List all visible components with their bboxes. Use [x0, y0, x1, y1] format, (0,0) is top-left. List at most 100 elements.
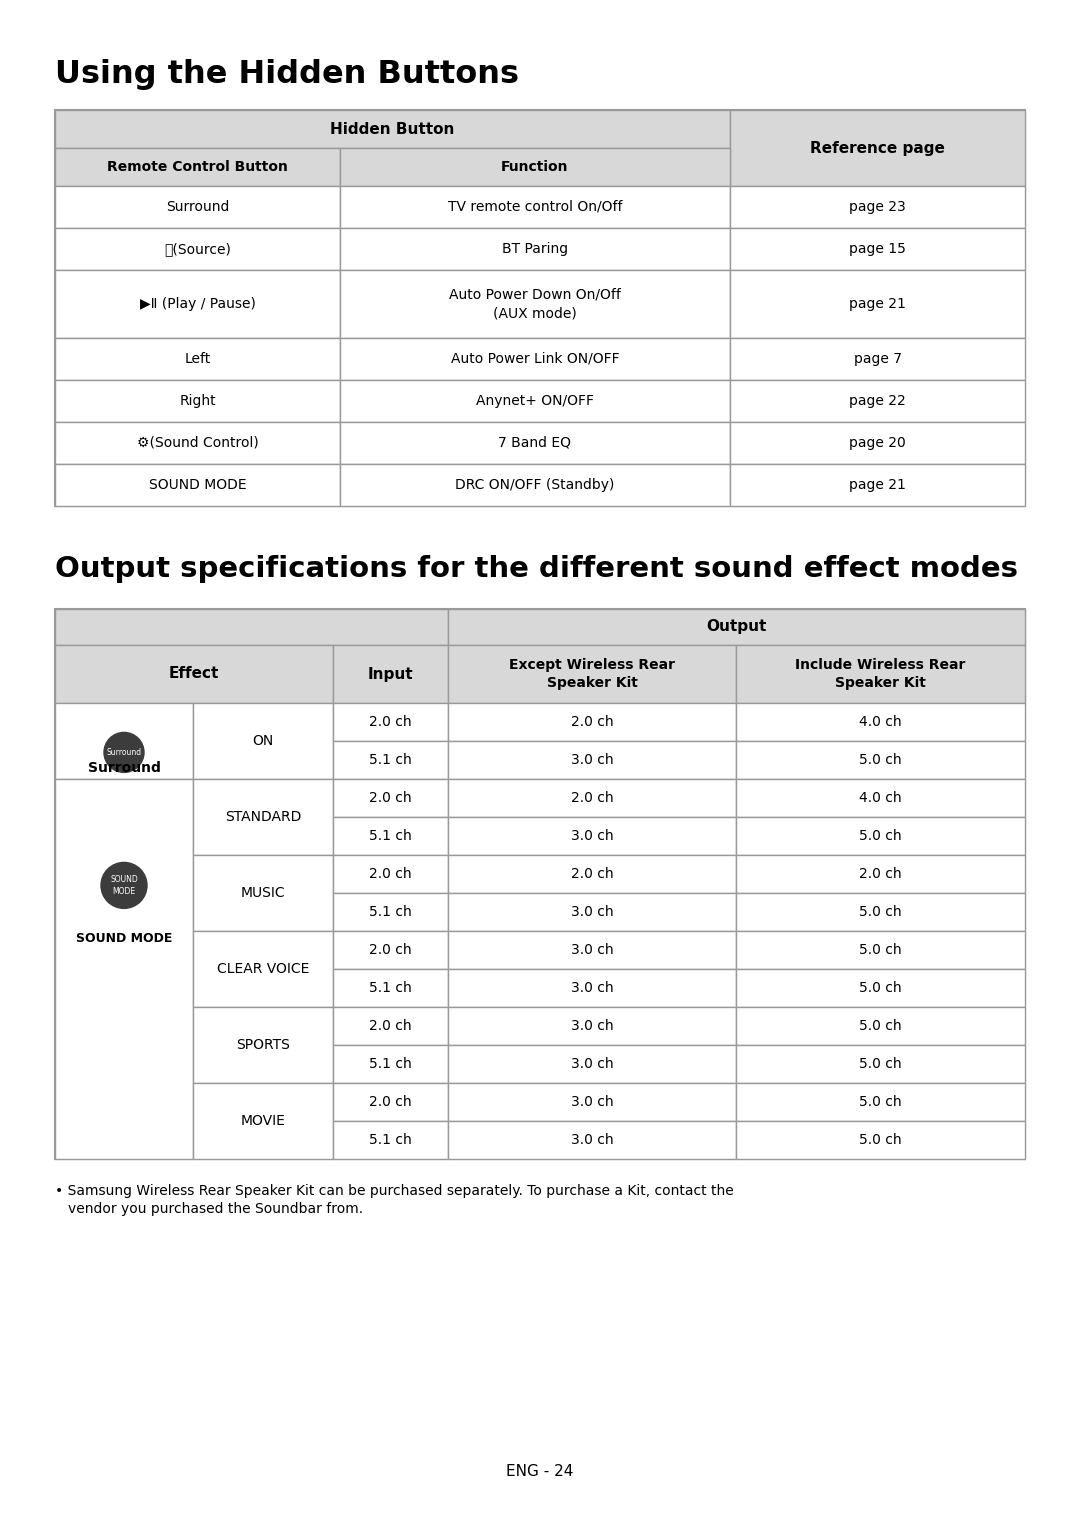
- Text: 5.0 ch: 5.0 ch: [860, 829, 902, 843]
- Bar: [55, 610, 1025, 1160]
- Bar: [448, 778, 735, 817]
- Bar: [55, 380, 340, 421]
- Bar: [448, 970, 735, 1007]
- Bar: [448, 1083, 735, 1121]
- Text: Auto Power Link ON/OFF: Auto Power Link ON/OFF: [450, 352, 619, 366]
- Text: Surround: Surround: [87, 760, 161, 775]
- Text: page 21: page 21: [849, 297, 906, 311]
- Text: 3.0 ch: 3.0 ch: [570, 829, 613, 843]
- Bar: [55, 778, 193, 1160]
- Text: 2.0 ch: 2.0 ch: [570, 867, 613, 881]
- Text: Remote Control Button: Remote Control Button: [107, 159, 288, 175]
- Text: 2.0 ch: 2.0 ch: [369, 1019, 411, 1033]
- Text: 3.0 ch: 3.0 ch: [570, 944, 613, 958]
- Bar: [730, 421, 1025, 464]
- Text: Effect: Effect: [168, 666, 219, 682]
- Text: MOVIE: MOVIE: [241, 1114, 285, 1128]
- Bar: [448, 931, 735, 970]
- Bar: [340, 421, 730, 464]
- Bar: [55, 149, 340, 185]
- Text: 2.0 ch: 2.0 ch: [860, 867, 902, 881]
- Bar: [735, 1007, 1025, 1045]
- Text: 5.1 ch: 5.1 ch: [369, 1134, 411, 1147]
- Bar: [735, 855, 1025, 893]
- Text: SPORTS: SPORTS: [237, 1039, 289, 1052]
- Text: Anynet+ ON/OFF: Anynet+ ON/OFF: [476, 394, 594, 408]
- Text: ENG - 24: ENG - 24: [507, 1465, 573, 1480]
- Bar: [55, 610, 448, 645]
- Bar: [333, 855, 448, 893]
- Bar: [193, 778, 333, 855]
- Bar: [448, 893, 735, 931]
- Bar: [448, 855, 735, 893]
- Bar: [193, 1083, 333, 1160]
- Bar: [333, 645, 448, 703]
- Bar: [735, 645, 1025, 703]
- Bar: [735, 1083, 1025, 1121]
- Text: STANDARD: STANDARD: [225, 810, 301, 824]
- Bar: [193, 703, 333, 778]
- Bar: [730, 185, 1025, 228]
- Bar: [730, 380, 1025, 421]
- Text: page 15: page 15: [849, 242, 906, 256]
- Text: page 20: page 20: [849, 437, 906, 450]
- Bar: [55, 464, 340, 506]
- Bar: [448, 741, 735, 778]
- Text: CLEAR VOICE: CLEAR VOICE: [217, 962, 309, 976]
- Bar: [340, 228, 730, 270]
- Text: 2.0 ch: 2.0 ch: [369, 715, 411, 729]
- Bar: [333, 1121, 448, 1160]
- Text: Output specifications for the different sound effect modes: Output specifications for the different …: [55, 555, 1018, 584]
- Bar: [735, 1045, 1025, 1083]
- Text: Reference page: Reference page: [810, 141, 945, 156]
- Text: Output: Output: [706, 619, 767, 634]
- Bar: [448, 1045, 735, 1083]
- Bar: [730, 228, 1025, 270]
- Text: 2.0 ch: 2.0 ch: [570, 791, 613, 804]
- Text: 5.1 ch: 5.1 ch: [369, 1057, 411, 1071]
- Bar: [333, 1083, 448, 1121]
- Text: 4.0 ch: 4.0 ch: [860, 715, 902, 729]
- Bar: [340, 464, 730, 506]
- Text: 3.0 ch: 3.0 ch: [570, 1057, 613, 1071]
- Text: 5.0 ch: 5.0 ch: [860, 1057, 902, 1071]
- Text: 3.0 ch: 3.0 ch: [570, 1019, 613, 1033]
- Bar: [735, 703, 1025, 741]
- Text: MODE: MODE: [112, 887, 136, 896]
- Bar: [340, 149, 730, 185]
- Text: 5.0 ch: 5.0 ch: [860, 944, 902, 958]
- Text: vendor you purchased the Soundbar from.: vendor you purchased the Soundbar from.: [68, 1203, 363, 1216]
- Text: SOUND: SOUND: [110, 875, 138, 884]
- Bar: [448, 1121, 735, 1160]
- Bar: [730, 270, 1025, 339]
- Bar: [55, 421, 340, 464]
- Bar: [333, 893, 448, 931]
- Bar: [340, 380, 730, 421]
- Text: • Samsung Wireless Rear Speaker Kit can be purchased separately. To purchase a K: • Samsung Wireless Rear Speaker Kit can …: [55, 1184, 733, 1198]
- Text: page 21: page 21: [849, 478, 906, 492]
- Text: ⎙(Source): ⎙(Source): [164, 242, 231, 256]
- Bar: [340, 339, 730, 380]
- Bar: [735, 817, 1025, 855]
- Text: 2.0 ch: 2.0 ch: [369, 867, 411, 881]
- Text: 3.0 ch: 3.0 ch: [570, 905, 613, 919]
- Bar: [448, 703, 735, 741]
- Bar: [448, 645, 735, 703]
- Text: 5.0 ch: 5.0 ch: [860, 1134, 902, 1147]
- Text: Function: Function: [501, 159, 569, 175]
- Text: BT Paring: BT Paring: [502, 242, 568, 256]
- Text: SOUND MODE: SOUND MODE: [76, 931, 172, 945]
- Text: DRC ON/OFF (Standby): DRC ON/OFF (Standby): [456, 478, 615, 492]
- Text: 5.1 ch: 5.1 ch: [369, 905, 411, 919]
- Bar: [730, 464, 1025, 506]
- Text: 5.0 ch: 5.0 ch: [860, 980, 902, 994]
- Bar: [193, 931, 333, 1007]
- Bar: [193, 855, 333, 931]
- Circle shape: [104, 732, 144, 772]
- Text: Using the Hidden Buttons: Using the Hidden Buttons: [55, 60, 519, 90]
- Text: page 7: page 7: [853, 352, 902, 366]
- Text: Right: Right: [179, 394, 216, 408]
- Text: ON: ON: [253, 734, 273, 748]
- Text: Except Wireless Rear
Speaker Kit: Except Wireless Rear Speaker Kit: [509, 657, 675, 691]
- Bar: [55, 110, 1025, 506]
